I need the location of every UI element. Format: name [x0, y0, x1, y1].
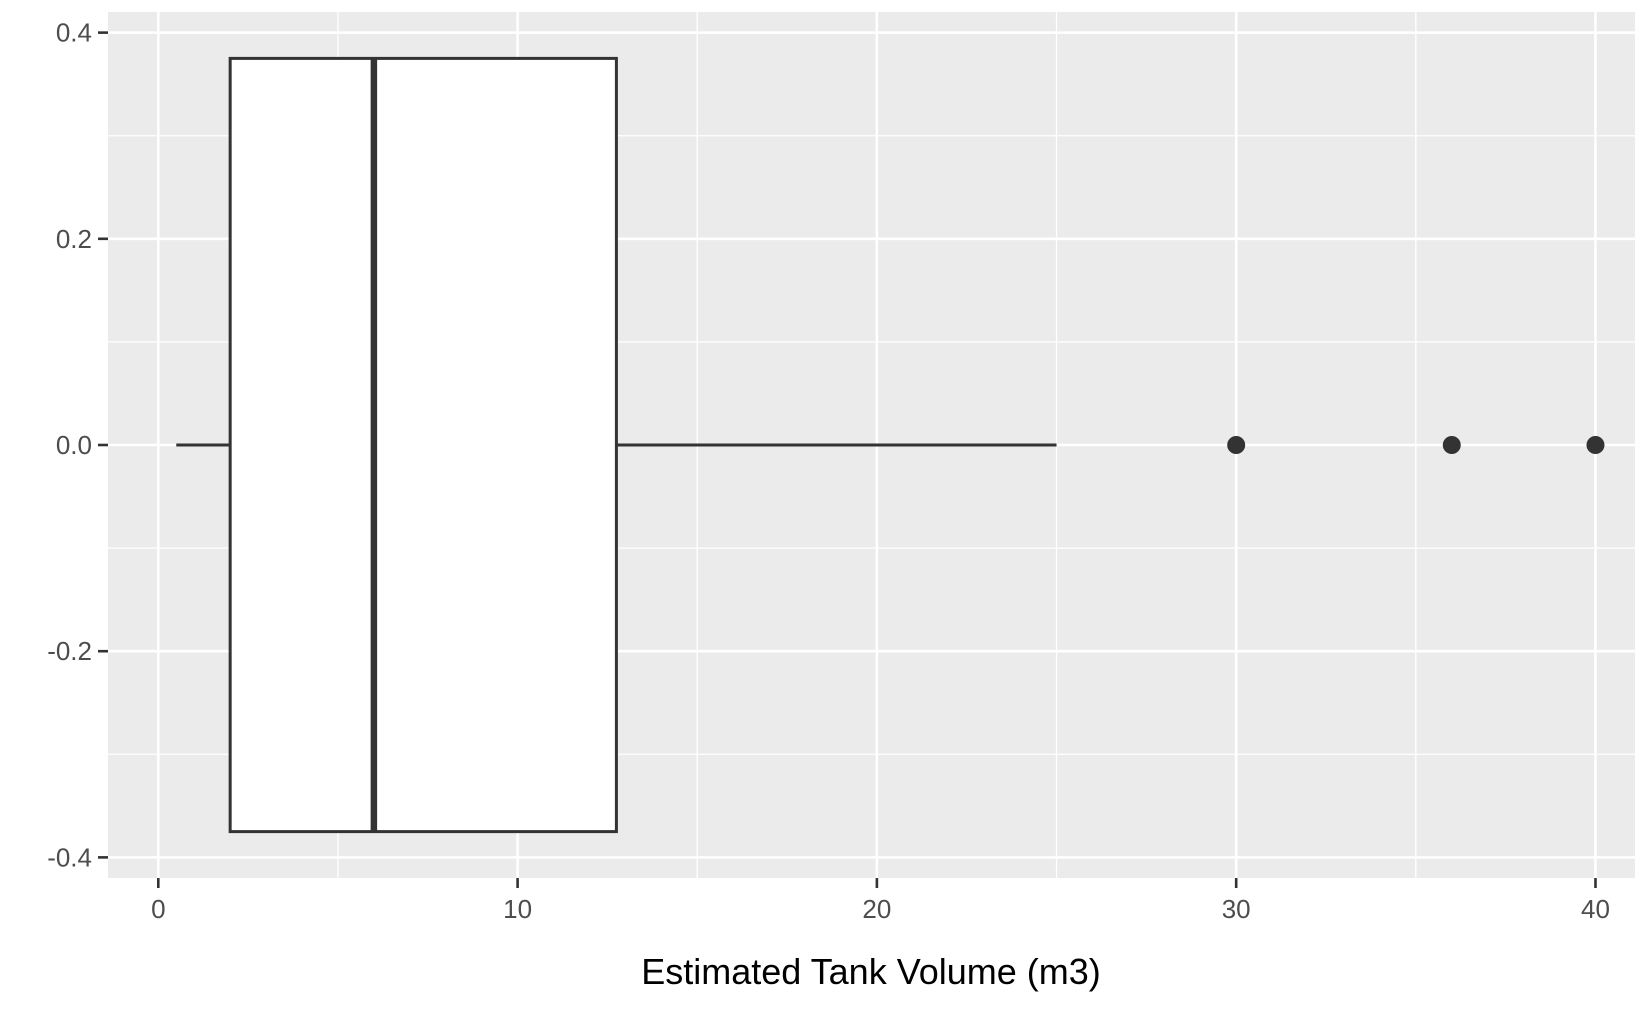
y-tick-label: 0.2: [56, 224, 92, 254]
x-tick-label: 0: [151, 894, 165, 924]
outlier-point: [1586, 436, 1605, 454]
x-tick-label: 10: [503, 894, 532, 924]
iqr-box: [228, 56, 618, 834]
y-tick-label: -0.4: [47, 842, 92, 872]
x-axis-title: Estimated Tank Volume (m3): [641, 951, 1101, 992]
outlier-point: [1442, 436, 1461, 454]
y-tick-label: 0.0: [56, 430, 92, 460]
x-tick-label: 20: [862, 894, 891, 924]
axes: 0.4 0.2 0.0 -0.2 -0.4 0 10 20 30 40: [47, 18, 1610, 924]
y-tick-label: -0.2: [47, 636, 92, 666]
outlier-point: [1227, 436, 1246, 454]
y-tick-label: 0.4: [56, 18, 92, 48]
x-tick-label: 40: [1581, 894, 1610, 924]
box-marks: [176, 56, 1605, 834]
x-tick-label: 30: [1222, 894, 1251, 924]
